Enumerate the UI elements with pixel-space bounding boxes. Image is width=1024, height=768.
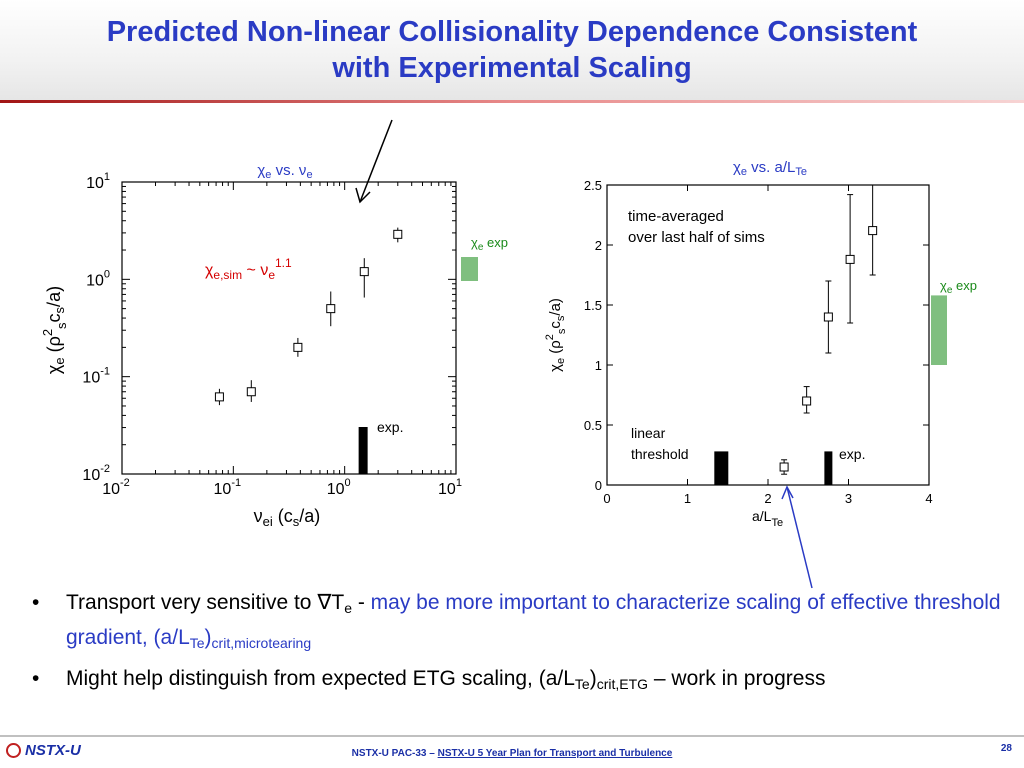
left-y-tick-exp: 1 bbox=[104, 171, 110, 183]
right-chart-title: χe vs. a/LTe bbox=[733, 159, 807, 178]
bullet-2-close: ) bbox=[589, 667, 597, 690]
right-x-tick-label: 4 bbox=[925, 491, 932, 506]
right-y-tick-label: 1.5 bbox=[584, 298, 602, 313]
right-data-point bbox=[779, 462, 789, 472]
right-xlabel: a/LTe bbox=[752, 508, 783, 529]
nstx-logo: NSTX-U bbox=[6, 742, 81, 759]
left-y-tick-exp: -2 bbox=[100, 463, 110, 475]
bullet-2-tail: – work in progress bbox=[648, 667, 826, 690]
footer-center-b: NSTX-U 5 Year Plan for Transport and Tur… bbox=[437, 748, 673, 759]
right-y-tick-label: 0 bbox=[595, 478, 602, 493]
left-plot-frame bbox=[121, 181, 457, 475]
left-data-point bbox=[214, 392, 224, 402]
bullet-2-sub1: Te bbox=[574, 676, 590, 692]
right-y-tick-label: 2 bbox=[595, 238, 602, 253]
left-data-point bbox=[393, 229, 403, 239]
bullet-1-blue-sub1: Te bbox=[189, 635, 205, 651]
left-x-tick-label: 101 bbox=[438, 477, 462, 498]
threshold-label-line2: threshold bbox=[631, 446, 689, 462]
right-ylabel: χe (ρ2scs/a) bbox=[544, 298, 568, 372]
fit-annotation: χe,sim ~ νe1.1 bbox=[205, 256, 292, 282]
right-exp-bar bbox=[824, 451, 833, 485]
right-x-tick-label: 2 bbox=[764, 491, 771, 506]
bullet-1-sub: e bbox=[344, 600, 352, 616]
left-x-tick-label: 10-1 bbox=[214, 477, 242, 498]
footer-rule bbox=[0, 735, 1024, 737]
bullet-item-1: • Transport very sensitive to ∇Te - may … bbox=[32, 588, 1012, 658]
left-data-point bbox=[326, 304, 336, 314]
arrow-to-left-plot bbox=[355, 119, 393, 204]
right-data-point bbox=[868, 226, 878, 236]
right-data-point bbox=[802, 396, 812, 406]
left-x-tick-exp: 0 bbox=[345, 477, 351, 489]
right-y-tick-label: 2.5 bbox=[584, 178, 602, 193]
left-y-tick-label: 101 bbox=[86, 171, 110, 192]
left-y-tick-exp: 0 bbox=[104, 268, 110, 280]
threshold-label-line1: linear bbox=[631, 425, 666, 441]
slide-title: Predicted Non-linear Collisionality Depe… bbox=[0, 14, 1024, 86]
left-x-tick-exp: -1 bbox=[231, 477, 241, 489]
left-ylabel: χe (ρ2scs/a) bbox=[40, 286, 69, 374]
right-exp-range-label: χe exp bbox=[940, 278, 977, 296]
left-exp-range-bar bbox=[461, 257, 478, 281]
right-annotation-line1: time-averaged bbox=[628, 208, 724, 225]
left-exp-label: exp. bbox=[377, 419, 403, 435]
left-exp-range-label: χe exp bbox=[471, 235, 508, 253]
right-annotation-line2: over last half of sims bbox=[628, 229, 765, 246]
bullet-2-sub2: crit,ETG bbox=[596, 676, 649, 692]
slide-title-line1: Predicted Non-linear Collisionality Depe… bbox=[106, 16, 918, 48]
slide-title-line2: with Experimental Scaling bbox=[332, 52, 692, 84]
bullet-list: • Transport very sensitive to ∇Te - may … bbox=[32, 588, 1012, 705]
left-x-tick-label: 10-2 bbox=[102, 477, 130, 498]
left-data-point bbox=[293, 342, 303, 352]
logo-ring-icon bbox=[6, 743, 21, 758]
bullet-1-blue-sub2: crit,microtearing bbox=[211, 635, 312, 651]
footer-center-a: NSTX-U PAC-33 – bbox=[351, 748, 438, 759]
right-data-point bbox=[845, 254, 855, 264]
left-y-tick-label: 10-1 bbox=[82, 366, 110, 387]
left-y-tick-exp: -1 bbox=[100, 366, 110, 378]
title-underline bbox=[0, 100, 1024, 103]
title-bar bbox=[0, 0, 1024, 100]
right-x-tick-label: 3 bbox=[845, 491, 852, 506]
chart-right: χe vs. a/LTe 0 1 2 3 4 0 0.5 1 1.5 2 2.5 time-aver… bbox=[544, 159, 977, 529]
right-exp-label: exp. bbox=[839, 446, 865, 462]
bullet-item-2: • Might help distinguish from expected E… bbox=[32, 664, 1012, 699]
arrow-to-right-plot bbox=[781, 485, 813, 589]
right-exp-range-bar bbox=[931, 295, 947, 365]
page-number: 28 bbox=[1000, 743, 1012, 754]
left-x-tick-exp: -2 bbox=[120, 477, 130, 489]
left-data-point bbox=[246, 387, 256, 397]
right-y-tick-label: 0.5 bbox=[584, 418, 602, 433]
footer-center: NSTX-U PAC-33 – NSTX-U 5 Year Plan for T… bbox=[0, 748, 1024, 759]
left-data-point bbox=[359, 267, 369, 277]
bullet-2-text: Might help distinguish from expected ETG… bbox=[66, 667, 575, 690]
bullet-1-dash: - bbox=[352, 591, 371, 614]
left-xlabel: νei (cs/a) bbox=[254, 506, 321, 529]
logo-text: NSTX-U bbox=[25, 742, 81, 759]
right-threshold-bar bbox=[714, 451, 729, 485]
left-chart-title: χe vs. νe bbox=[257, 162, 312, 181]
left-exp-bar bbox=[358, 427, 368, 474]
left-y-tick-label: 100 bbox=[86, 268, 110, 289]
bullet-dot: • bbox=[32, 591, 40, 614]
bullet-1-blue-close: ) bbox=[204, 626, 212, 649]
right-y-tick-label: 1 bbox=[595, 358, 602, 373]
left-x-tick-label: 100 bbox=[327, 477, 351, 498]
bullet-dot: • bbox=[32, 667, 40, 690]
right-x-tick-label: 1 bbox=[684, 491, 691, 506]
left-x-tick-exp: 1 bbox=[456, 477, 462, 489]
bullet-1-text: Transport very sensitive to ∇T bbox=[66, 591, 345, 614]
right-data-point bbox=[823, 312, 833, 322]
bullet-1-blue: may be more important to characterize sc… bbox=[66, 591, 1001, 649]
right-x-tick-label: 0 bbox=[603, 491, 610, 506]
